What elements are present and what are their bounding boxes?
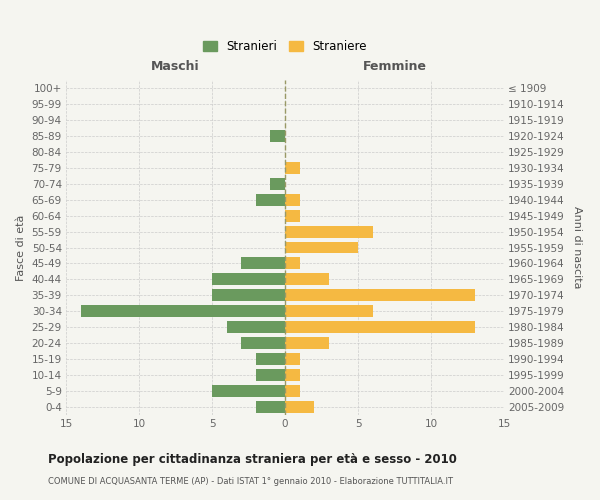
Y-axis label: Anni di nascita: Anni di nascita [572,206,581,289]
Bar [256,369,285,381]
Bar [285,385,299,397]
Bar [285,226,373,237]
Bar [80,306,285,318]
Y-axis label: Fasce di età: Fasce di età [16,214,26,280]
Bar [285,242,358,254]
Bar [285,322,475,333]
Bar [285,274,329,285]
Text: Maschi: Maschi [151,60,200,74]
Legend: Stranieri, Straniere: Stranieri, Straniere [198,36,372,58]
Bar [285,306,373,318]
Bar [212,290,285,302]
Bar [271,178,285,190]
Bar [241,337,285,349]
Bar [285,194,299,205]
Bar [256,353,285,365]
Bar [285,162,299,173]
Bar [256,194,285,205]
Text: Popolazione per cittadinanza straniera per età e sesso - 2010: Popolazione per cittadinanza straniera p… [48,452,457,466]
Bar [285,369,299,381]
Bar [212,274,285,285]
Bar [285,258,299,270]
Text: COMUNE DI ACQUASANTA TERME (AP) - Dati ISTAT 1° gennaio 2010 - Elaborazione TUTT: COMUNE DI ACQUASANTA TERME (AP) - Dati I… [48,478,453,486]
Bar [227,322,285,333]
Bar [285,290,475,302]
Bar [241,258,285,270]
Bar [285,210,299,222]
Bar [285,353,299,365]
Bar [256,401,285,413]
Bar [212,385,285,397]
Bar [285,401,314,413]
Bar [271,130,285,142]
Bar [285,337,329,349]
Text: Femmine: Femmine [362,60,427,74]
